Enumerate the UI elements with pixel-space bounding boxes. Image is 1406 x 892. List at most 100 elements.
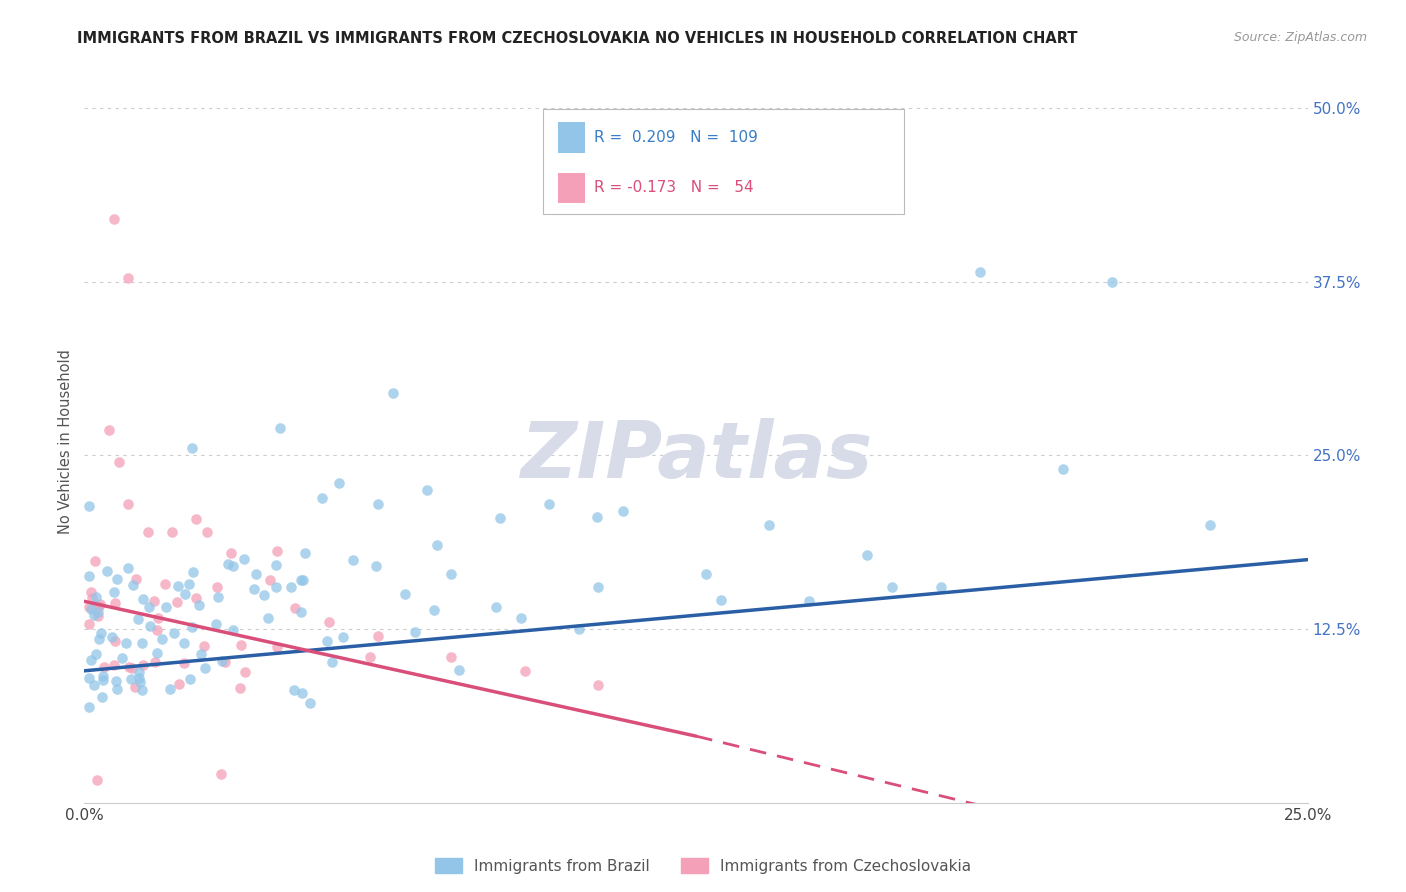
- Point: [513, 664, 536, 678]
- Point: [155, 599, 177, 614]
- Point: [89, 597, 111, 611]
- Point: [758, 517, 780, 532]
- Point: [381, 385, 404, 400]
- Point: [83, 608, 105, 623]
- Point: [194, 660, 217, 674]
- Point: [266, 640, 288, 654]
- Point: [121, 578, 143, 592]
- Point: [184, 591, 207, 606]
- Point: [84, 591, 107, 605]
- Point: [128, 674, 150, 689]
- Point: [177, 576, 200, 591]
- Point: [969, 265, 991, 279]
- Point: [179, 673, 201, 687]
- Point: [128, 671, 150, 685]
- Point: [367, 629, 389, 643]
- Point: [163, 626, 186, 640]
- Point: [426, 538, 449, 552]
- Point: [1101, 275, 1123, 289]
- Point: [104, 596, 127, 610]
- Point: [321, 656, 343, 670]
- Point: [242, 582, 264, 596]
- Point: [181, 565, 204, 579]
- Point: [124, 680, 146, 694]
- Point: [131, 682, 153, 697]
- Point: [173, 587, 195, 601]
- Point: [290, 686, 312, 700]
- Point: [148, 611, 170, 625]
- Point: [332, 630, 354, 644]
- Point: [207, 591, 229, 605]
- Point: [538, 497, 561, 511]
- Point: [367, 497, 389, 511]
- Point: [205, 617, 228, 632]
- Point: [568, 622, 591, 636]
- Point: [586, 509, 609, 524]
- Point: [145, 646, 167, 660]
- Point: [138, 619, 160, 633]
- Point: [217, 557, 239, 571]
- Point: [181, 442, 204, 456]
- Point: [797, 594, 820, 608]
- Point: [150, 632, 173, 647]
- Point: [586, 581, 609, 595]
- Point: [229, 638, 252, 652]
- Point: [87, 605, 110, 619]
- Text: Source: ZipAtlas.com: Source: ZipAtlas.com: [1233, 31, 1367, 45]
- Point: [146, 623, 169, 637]
- Point: [91, 673, 114, 687]
- Point: [153, 576, 176, 591]
- Point: [1052, 462, 1074, 476]
- Point: [173, 656, 195, 670]
- Point: [280, 581, 302, 595]
- Point: [283, 682, 305, 697]
- Point: [489, 511, 512, 525]
- Text: ZIPatlas: ZIPatlas: [520, 418, 872, 494]
- Point: [131, 658, 153, 673]
- Point: [880, 581, 903, 595]
- Point: [440, 566, 463, 581]
- Point: [181, 620, 204, 634]
- Point: [105, 674, 128, 689]
- Point: [359, 650, 381, 665]
- Point: [117, 498, 139, 512]
- Point: [193, 639, 215, 653]
- Point: [695, 566, 717, 581]
- Point: [266, 580, 288, 594]
- Point: [120, 672, 142, 686]
- Point: [190, 648, 212, 662]
- FancyBboxPatch shape: [543, 109, 904, 214]
- Legend: Immigrants from Brazil, Immigrants from Czechoslovakia: Immigrants from Brazil, Immigrants from …: [429, 852, 977, 880]
- Text: R = -0.173   N =   54: R = -0.173 N = 54: [595, 180, 754, 195]
- Point: [118, 660, 141, 674]
- Point: [127, 612, 149, 626]
- Point: [167, 677, 190, 691]
- Point: [299, 696, 322, 710]
- Point: [83, 678, 105, 692]
- Point: [79, 617, 101, 632]
- Point: [253, 589, 276, 603]
- Point: [440, 649, 463, 664]
- Point: [103, 658, 125, 673]
- Point: [485, 600, 508, 615]
- Point: [404, 624, 426, 639]
- Point: [586, 678, 609, 692]
- Point: [269, 420, 291, 434]
- Point: [117, 270, 139, 285]
- Point: [107, 455, 129, 469]
- Point: [77, 599, 100, 614]
- Point: [111, 651, 134, 665]
- Point: [131, 636, 153, 650]
- Point: [318, 615, 340, 630]
- Point: [101, 630, 124, 644]
- Point: [93, 659, 115, 673]
- Y-axis label: No Vehicles in Household: No Vehicles in Household: [58, 349, 73, 534]
- Point: [91, 690, 114, 705]
- Point: [447, 663, 470, 677]
- Point: [232, 552, 254, 566]
- Point: [612, 504, 634, 518]
- Point: [121, 661, 143, 675]
- Point: [103, 585, 125, 599]
- Point: [209, 767, 232, 781]
- Point: [79, 671, 101, 685]
